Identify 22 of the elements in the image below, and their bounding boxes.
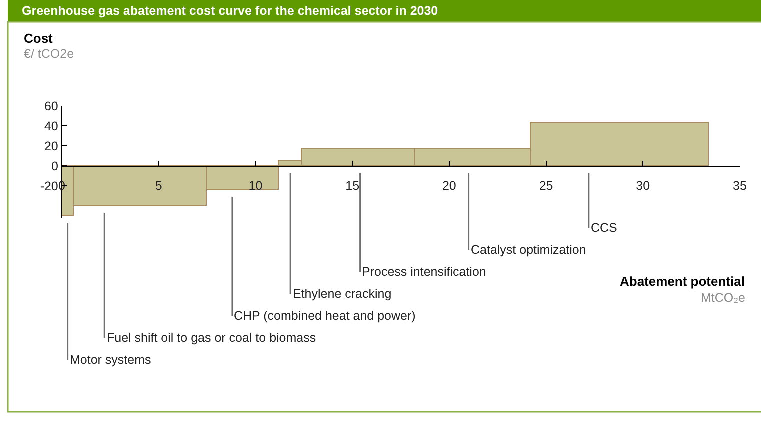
x-tick-label: 15 [346, 179, 360, 194]
x-axis-title: Abatement potential MtCO₂e [620, 274, 746, 305]
x-tick-label: 10 [248, 179, 263, 194]
chart-title: Greenhouse gas abatement cost curve for the chemical sector in 2030 [22, 4, 438, 18]
y-tick-label: -20 [40, 179, 58, 194]
x-tick-label: 35 [733, 179, 747, 194]
x-tick-label: 25 [539, 179, 554, 194]
x-tick-label: 5 [155, 179, 162, 194]
x-tick-label: 30 [636, 179, 650, 194]
annotation: Fuel shift oil to gas or coal to biomass [107, 331, 316, 345]
y-tick-label: 0 [51, 159, 58, 174]
y-axis-title: Cost €/ tCO2e [24, 31, 74, 61]
y-tick-label: 20 [44, 139, 58, 154]
annotation: Catalyst optimization [471, 243, 586, 257]
annotation: CHP (combined heat and power) [234, 309, 416, 323]
annotation: CCS [591, 221, 618, 235]
annotation: Motor systems [70, 353, 152, 367]
x-tick-label: 20 [442, 179, 456, 194]
y-tick-label: 40 [44, 119, 58, 134]
y-tick-label: 60 [44, 99, 58, 114]
annotation: Ethylene cracking [293, 287, 392, 301]
annotation: Process intensification [362, 265, 486, 279]
